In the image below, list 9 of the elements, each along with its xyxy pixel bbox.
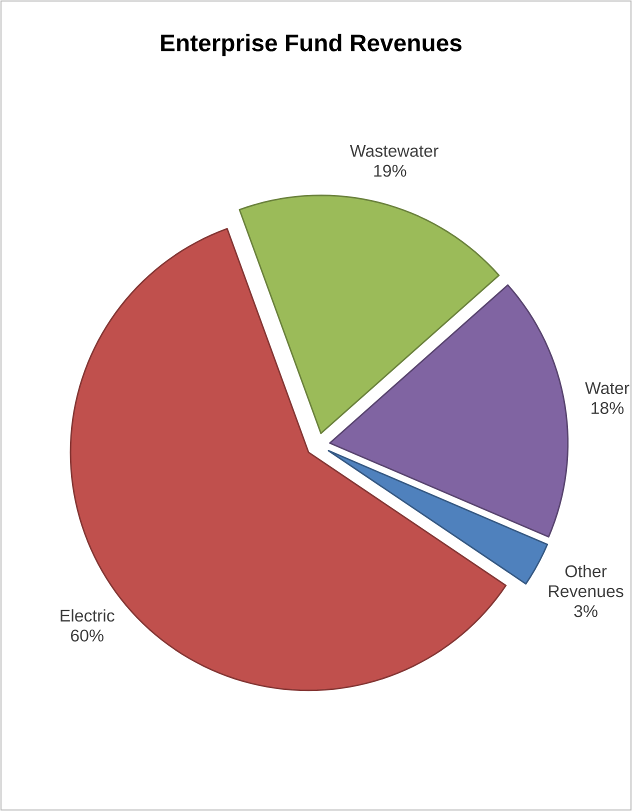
slice-label: Electric (60, 609, 114, 622)
slice-label: Wastewater (350, 145, 438, 157)
data-label: 19% (374, 164, 406, 177)
chart-title: Enterprise Fund Revenues (161, 34, 462, 56)
data-label: 3% (574, 605, 598, 618)
slice-label: Other Revenues (549, 564, 624, 598)
data-label: 60% (71, 630, 104, 642)
slice-label: Water (585, 382, 630, 394)
data-label: 18% (592, 402, 624, 414)
